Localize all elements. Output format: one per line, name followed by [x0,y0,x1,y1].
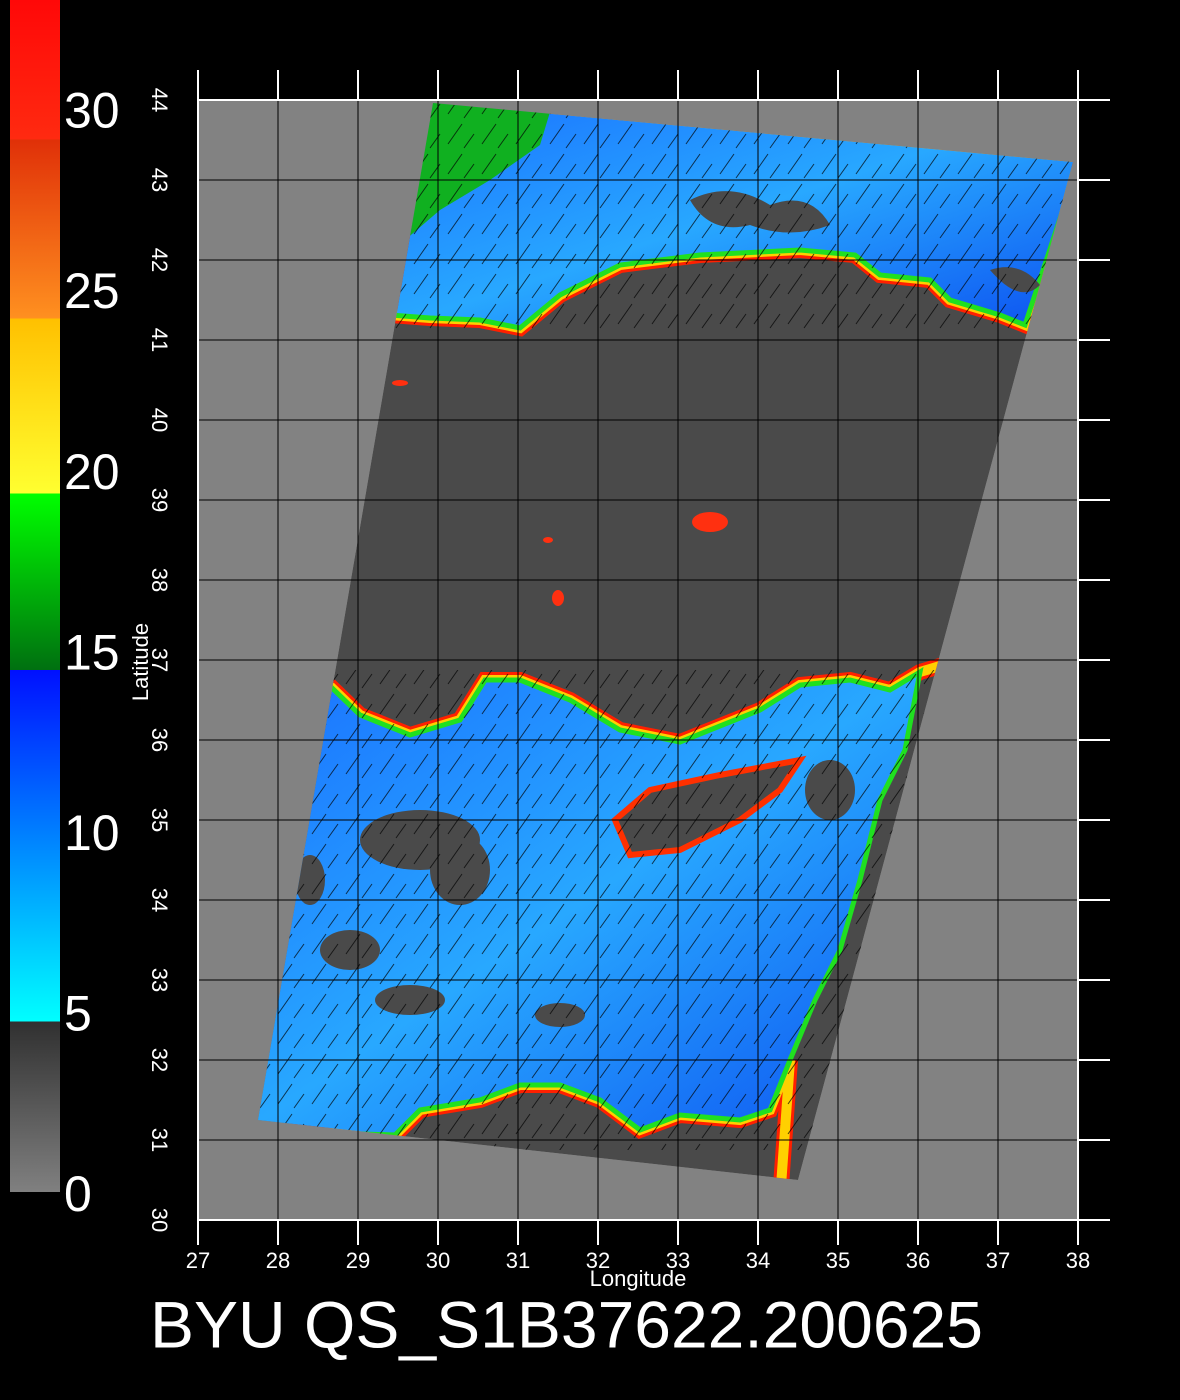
x-axis-label: Longitude [590,1266,687,1291]
mediterranean-sea [258,649,968,1180]
colorbar-tick-label: 25 [64,263,120,319]
y-tick-label: 35 [147,808,172,832]
x-tick-label: 33 [666,1248,690,1273]
islands [392,380,728,606]
x-tick-label: 32 [586,1248,610,1273]
y-tick-label: 36 [147,728,172,752]
colorbar [10,0,60,1192]
colorbar-tick-label: 10 [64,805,120,861]
x-tick-label: 37 [986,1248,1010,1273]
x-tick-label: 30 [426,1248,450,1273]
y-tick-label: 32 [147,1048,172,1072]
x-tick-label: 34 [746,1248,770,1273]
y-tick-label: 37 [147,648,172,672]
colorbar-tick-label: 15 [64,624,120,680]
swath [258,103,1073,1180]
y-tick-label: 39 [147,488,172,512]
x-tick-label: 31 [506,1248,530,1273]
y-axis-label: Latitude [128,623,153,701]
y-tick-label: 38 [147,568,172,592]
colorbar-tick-label: 20 [64,444,120,500]
x-tick-label: 27 [186,1248,210,1273]
y-tick-label: 42 [147,248,172,272]
chart-title: BYU QS_S1B37622.200625 [150,1287,983,1361]
y-tick-label: 41 [147,328,172,352]
y-tick-label: 34 [147,888,172,912]
x-tick-label: 29 [346,1248,370,1273]
y-tick-label: 44 [147,88,172,112]
x-tick-label: 38 [1066,1248,1090,1273]
x-tick-label: 35 [826,1248,850,1273]
y-tick-label: 30 [147,1208,172,1232]
colorbar-tick-label: 0 [64,1166,92,1222]
y-tick-label: 43 [147,168,172,192]
colorbar-tick-label: 5 [64,986,92,1042]
x-tick-label: 28 [266,1248,290,1273]
colorbar-tick-label: 30 [64,83,120,139]
y-tick-label: 33 [147,968,172,992]
y-tick-label: 31 [147,1128,172,1152]
y-tick-label: 40 [147,408,172,432]
plot-frame [197,99,1079,1221]
x-tick-label: 36 [906,1248,930,1273]
